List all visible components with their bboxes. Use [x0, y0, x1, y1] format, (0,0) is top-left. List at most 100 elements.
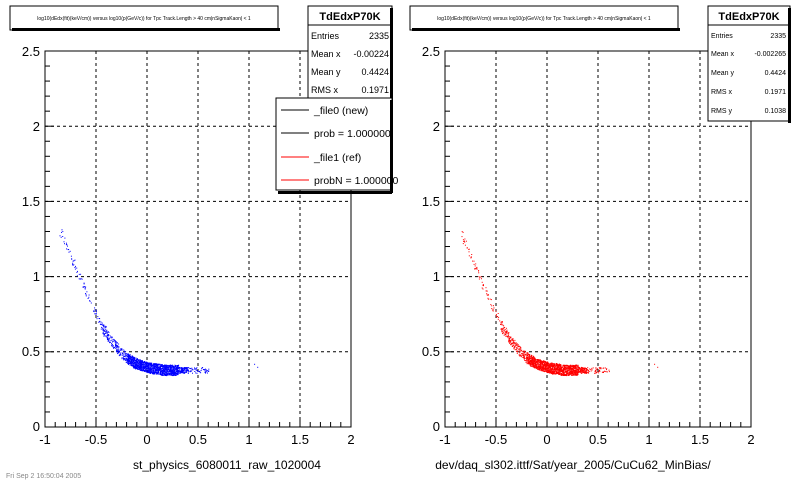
left-scatter-point — [167, 371, 169, 373]
left-scatter-point — [144, 361, 146, 363]
right-scatter-point — [535, 367, 537, 369]
right-scatter-point — [569, 367, 570, 369]
right-scatter-point — [539, 366, 540, 368]
right-scatter-point — [497, 313, 499, 314]
left-scatter-point — [206, 370, 208, 372]
right-scatter-point — [557, 367, 559, 369]
left-scatter-point — [134, 362, 136, 364]
right-scatter-point — [544, 367, 546, 369]
left-scatter-point — [170, 365, 171, 367]
right-scatter-point — [495, 310, 497, 312]
left-scatter-point — [171, 372, 173, 374]
left-scatter-point — [78, 273, 80, 275]
right-scatter-point — [524, 357, 526, 359]
left-scatter-point — [118, 343, 120, 345]
right-scatter-point — [541, 368, 542, 370]
left-x-tick-label: 1 — [245, 432, 252, 447]
right-scatter-point — [529, 363, 531, 364]
right-scatter-point — [571, 372, 573, 374]
right-scatter-point — [540, 363, 542, 365]
right-scatter-point — [537, 367, 539, 368]
left-scatter-point — [128, 361, 130, 363]
left-scatter-point — [136, 366, 138, 368]
right-scatter-point — [600, 368, 602, 370]
left-title-shadow — [12, 28, 280, 31]
right-scatter-point — [536, 367, 538, 369]
right-scatter-point — [530, 357, 532, 359]
left-scatter-point — [132, 363, 134, 365]
left-scatter-point — [147, 362, 149, 364]
right-scatter-point — [596, 371, 598, 373]
right-scatter-point — [527, 361, 529, 362]
left-scatter-point — [176, 369, 178, 371]
left-scatter-point — [157, 369, 159, 371]
right-scatter-point — [566, 373, 568, 375]
left-scatter-point — [122, 352, 124, 354]
left-scatter-point — [207, 372, 208, 374]
right-scatter-point — [606, 371, 608, 373]
left-scatter-point — [136, 367, 138, 369]
right-scatter-point — [532, 362, 534, 364]
left-scatter-point — [134, 362, 136, 364]
left-scatter-point — [156, 366, 158, 368]
left-scatter-point — [140, 360, 142, 362]
left-scatter-point — [194, 371, 196, 372]
right-scatter-point — [594, 372, 596, 374]
right-scatter-point — [530, 356, 532, 358]
left-scatter-point — [183, 372, 185, 374]
left-scatter-point — [149, 370, 150, 372]
right-scatter-point — [560, 373, 562, 375]
right-scatter-point — [558, 366, 560, 368]
right-scatter-point — [578, 368, 580, 370]
left-scatter-point — [111, 336, 113, 338]
left-scatter-point — [106, 333, 108, 335]
left-scatter-point — [71, 258, 73, 260]
right-scatter-point — [548, 367, 549, 369]
right-scatter-point — [579, 371, 581, 373]
left-scatter-point — [102, 328, 104, 330]
left-scatter-point — [137, 360, 139, 362]
left-scatter-point — [194, 367, 196, 369]
right-scatter-point — [529, 355, 531, 357]
left-scatter-point — [175, 374, 177, 376]
right-scatter-point — [551, 367, 553, 369]
right-scatter-point — [529, 358, 531, 359]
right-scatter-point — [527, 362, 529, 363]
right-scatter-point — [554, 366, 556, 368]
right-scatter-point — [556, 363, 558, 365]
right-scatter-point — [573, 366, 574, 368]
left-scatter-point — [154, 366, 156, 368]
left-scatter-point — [178, 365, 179, 367]
right-scatter-point — [574, 371, 576, 373]
right-scatter-point — [580, 372, 582, 374]
right-scatter-point — [592, 367, 594, 369]
right-scatter-point — [599, 370, 601, 372]
right-scatter-point — [543, 370, 544, 372]
left-scatter-point — [175, 365, 177, 366]
right-stats-label: RMS x — [711, 89, 733, 96]
left-scatter-point — [160, 365, 162, 367]
right-scatter-point — [567, 367, 568, 369]
left-scatter-point — [180, 370, 182, 372]
right-scatter-point — [581, 366, 582, 368]
right-scatter-point — [587, 367, 589, 369]
right-scatter-point — [565, 365, 567, 367]
right-scatter-point — [463, 240, 465, 242]
left-scatter-point — [154, 368, 156, 370]
right-scatter-point — [555, 370, 557, 372]
left-scatter-point — [103, 335, 105, 337]
right-scatter-point — [582, 370, 584, 372]
left-scatter-point — [200, 372, 202, 374]
right-scatter-point — [557, 373, 559, 374]
right-scatter-point — [540, 370, 542, 372]
left-scatter-point — [62, 231, 64, 233]
right-scatter-point — [538, 369, 540, 371]
right-scatter-point — [576, 370, 577, 372]
left-scatter-point — [105, 335, 107, 337]
left-scatter-point — [159, 366, 161, 368]
right-scatter-point — [531, 365, 532, 367]
left-scatter-point — [128, 359, 130, 361]
right-scatter-point — [540, 367, 542, 369]
right-scatter-point — [599, 367, 601, 369]
right-scatter-point — [508, 332, 510, 333]
